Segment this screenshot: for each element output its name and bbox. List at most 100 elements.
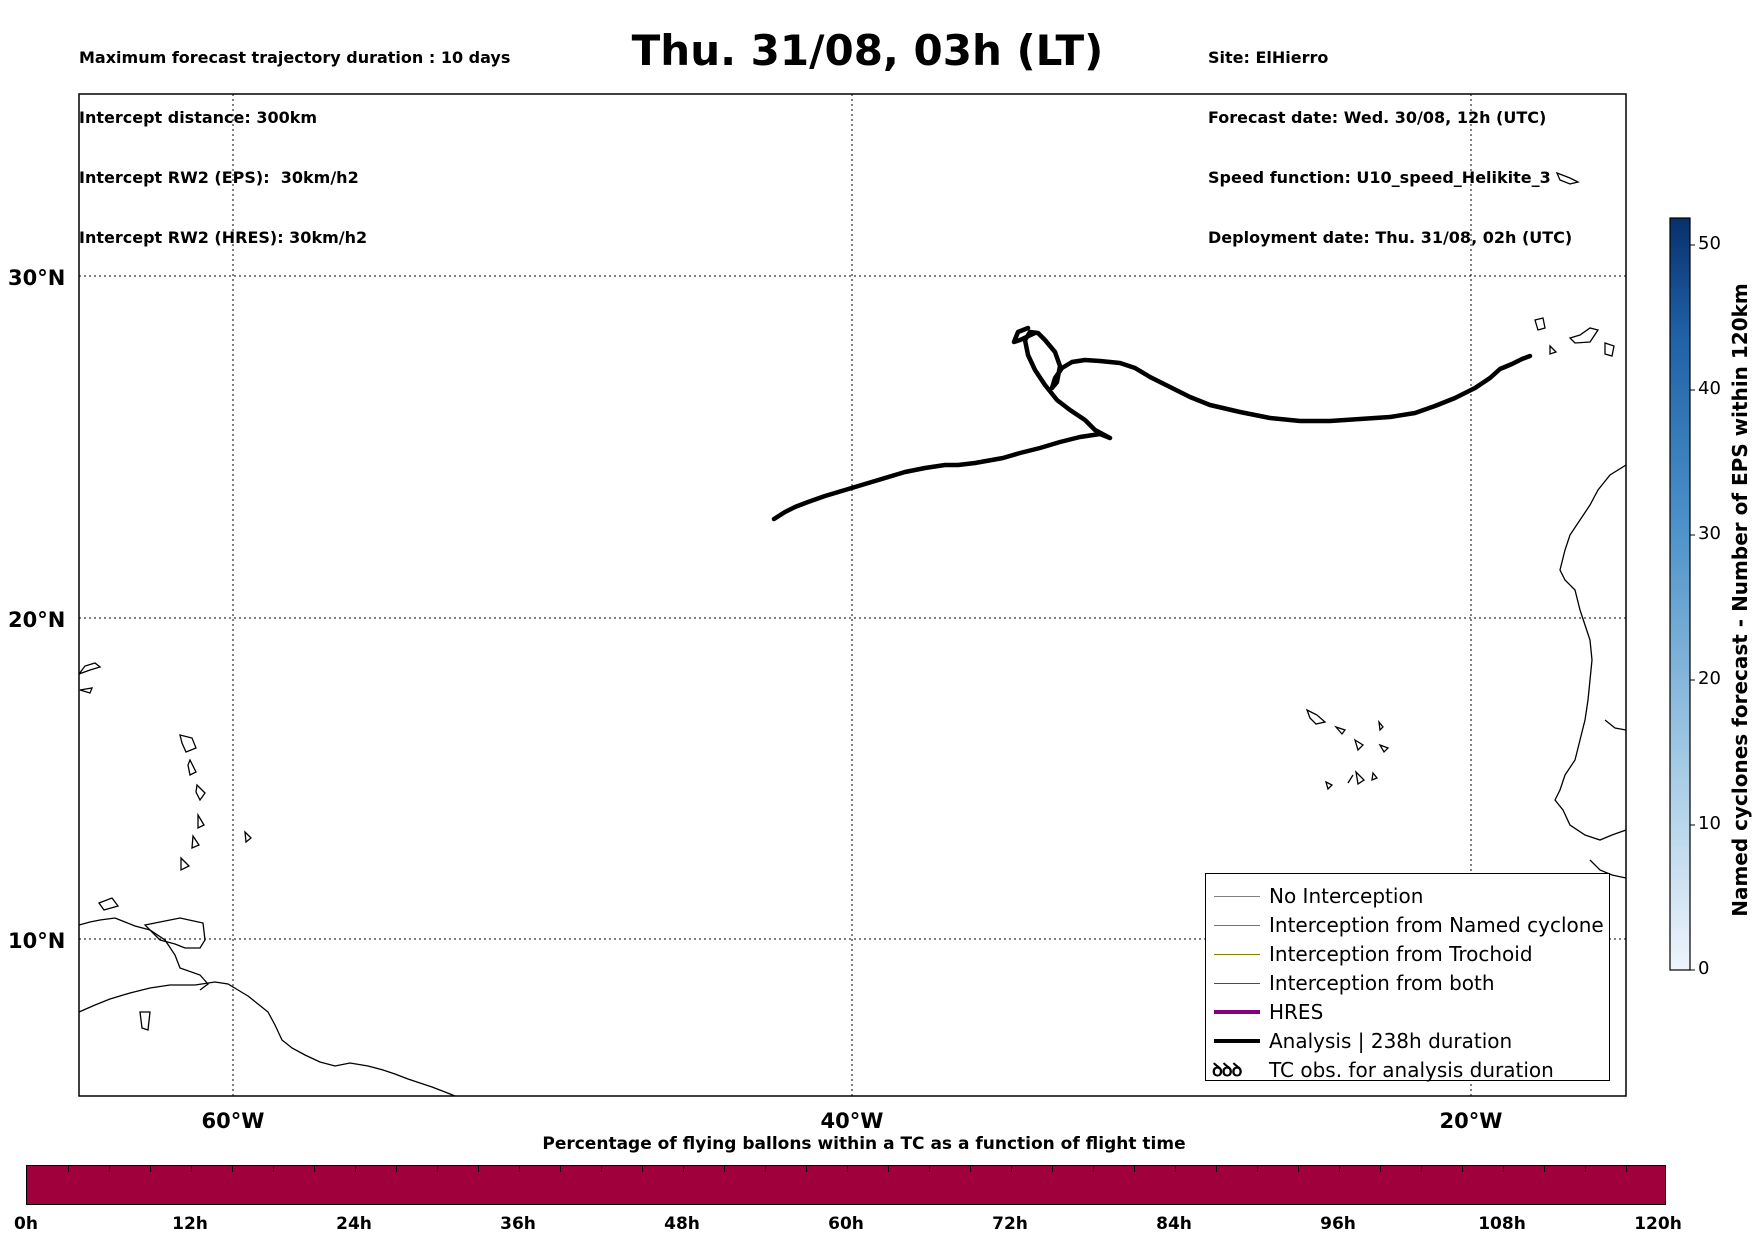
right-colorbar-label: Named cyclones forecast - Number of EPS … <box>1728 283 1752 917</box>
bottom-colorbar-tick <box>970 1166 971 1172</box>
bottom-colorbar-tick <box>1421 1166 1422 1172</box>
right-colorbar-fill <box>1669 217 1691 971</box>
bottom-colorbar-tick <box>847 1166 848 1172</box>
header-right-info: Site: ElHierro Forecast date: Wed. 30/08… <box>1208 8 1572 268</box>
coastline-venezuela-gulf <box>79 917 209 991</box>
page-title: Thu. 31/08, 03h (LT) <box>631 26 1104 75</box>
cb-tick-label-40: 40 <box>1698 378 1721 399</box>
bottom-tick-label: 72h <box>992 1214 1028 1234</box>
coastline-africa-coast2 <box>1589 859 1626 879</box>
coastline-cape-verde-9 <box>1347 774 1354 784</box>
coastline-antilles-2 <box>79 687 94 694</box>
coastline-canaries-1 <box>1534 317 1546 331</box>
coastline-antilles-3 <box>179 734 197 753</box>
legend-item-analysis: Analysis | 238h duration <box>1206 1027 1609 1055</box>
map-frame <box>78 93 1627 1097</box>
header-left-line: Intercept RW2 (HRES): 30km/h2 <box>79 228 368 247</box>
bottom-colorbar-tick <box>273 1166 274 1172</box>
bottom-colorbar-tick <box>478 1166 479 1172</box>
legend-swatch <box>1214 983 1260 984</box>
bottom-colorbar-tick <box>1011 1166 1012 1172</box>
legend-swatch <box>1214 1039 1260 1043</box>
bottom-colorbar-tick <box>724 1166 725 1172</box>
bottom-colorbar-tick <box>560 1166 561 1172</box>
bottom-colorbar-tick <box>642 1166 643 1172</box>
bottom-colorbar-tick <box>1257 1166 1258 1172</box>
legend-label: Analysis | 238h duration <box>1269 1029 1513 1053</box>
header-right-line: Forecast date: Wed. 30/08, 12h (UTC) <box>1208 108 1547 127</box>
bottom-colorbar <box>26 1165 1666 1205</box>
bottom-tick-label: 12h <box>172 1214 208 1234</box>
coastline-cape-verde-6 <box>1324 780 1334 791</box>
bottom-colorbar-tick <box>314 1166 315 1172</box>
coastline-antilles-9 <box>97 897 120 911</box>
bottom-colorbar-tick <box>519 1166 520 1172</box>
coastline-cape-verde-5 <box>1378 743 1390 754</box>
bottom-tick-label: 84h <box>1156 1214 1192 1234</box>
bottom-colorbar-tick <box>191 1166 192 1172</box>
coastline-antilles-11 <box>244 830 252 844</box>
bottom-colorbar-tick <box>888 1166 889 1172</box>
bottom-colorbar-tick <box>1585 1166 1586 1172</box>
legend-item-no-interception: No Interception <box>1206 882 1609 910</box>
coastline-canaries-3 <box>1604 342 1615 357</box>
legend-swatch <box>1214 1010 1260 1014</box>
coastline-cape-verde-7 <box>1355 770 1366 786</box>
bottom-tick-label: 36h <box>500 1214 536 1234</box>
lat-label-10: 10°N <box>8 929 65 953</box>
right-colorbar <box>1669 217 1695 971</box>
header-left-line: Intercept RW2 (EPS): 30km/h2 <box>79 168 359 187</box>
coastline-antilles-8 <box>180 856 191 872</box>
coastline-trinidad <box>143 917 206 949</box>
coastline-africa-coast3 <box>1604 719 1626 731</box>
coastline-cape-verde-3 <box>1353 738 1365 752</box>
lat-label-20: 20°N <box>8 608 65 632</box>
bottom-colorbar-tick <box>601 1166 602 1172</box>
bottom-tick-label: 108h <box>1478 1214 1526 1234</box>
legend-label: No Interception <box>1269 884 1424 908</box>
bottom-colorbar-tick <box>1380 1166 1381 1172</box>
bottom-colorbar-tick <box>1503 1166 1504 1172</box>
bottom-tick-label: 24h <box>336 1214 372 1234</box>
lat-label-30: 30°N <box>8 266 65 290</box>
bottom-colorbar-tick <box>765 1166 766 1172</box>
bottom-colorbar-tick <box>1462 1166 1463 1172</box>
legend-swatch <box>1214 954 1260 955</box>
legend-swatch <box>1214 925 1260 926</box>
header-left-line: Maximum forecast trajectory duration : 1… <box>79 48 511 67</box>
legend: No Interception Interception from Named … <box>1205 873 1610 1082</box>
header-right-line: Deployment date: Thu. 31/08, 02h (UTC) <box>1208 228 1573 247</box>
coastline-antilles-7 <box>191 834 200 850</box>
bottom-colorbar-tick <box>1626 1166 1627 1172</box>
lon-label-40: 40°W <box>821 1109 884 1133</box>
bottom-colorbar-tick <box>232 1166 233 1172</box>
bottom-colorbar-tick <box>1298 1166 1299 1172</box>
bottom-tick-label: 96h <box>1320 1214 1356 1234</box>
bottom-tick-label: 0h <box>14 1214 38 1234</box>
lon-label-20: 20°W <box>1440 1109 1503 1133</box>
coastline-antilles-4 <box>187 758 197 776</box>
coastline-madeira <box>1555 171 1580 185</box>
bottom-colorbar-tick <box>1093 1166 1094 1172</box>
bottom-colorbar-tick <box>929 1166 930 1172</box>
legend-item-both: Interception from both <box>1206 969 1609 997</box>
coastline-cape-verde-2 <box>1333 725 1347 736</box>
bottom-tick-label: 120h <box>1634 1214 1682 1234</box>
lon-label-60: 60°W <box>202 1109 265 1133</box>
legend-item-hres: HRES <box>1206 998 1609 1026</box>
coastline-canaries-4 <box>1549 344 1558 355</box>
analysis-track[interactable] <box>771 325 1533 522</box>
header-right-line: Speed function: U10_speed_Helikite_3 <box>1208 168 1551 187</box>
bottom-colorbar-tick <box>437 1166 438 1172</box>
bottom-tick-label: 60h <box>828 1214 864 1234</box>
bottom-colorbar-tick <box>150 1166 151 1172</box>
bottom-colorbar-tick <box>683 1166 684 1172</box>
bottom-colorbar-tick <box>1544 1166 1545 1172</box>
coastline-antilles-6 <box>197 812 205 830</box>
coastline-antilles-5 <box>195 783 206 802</box>
header-left-line: Intercept distance: 300km <box>79 108 318 127</box>
coastline-cape-verde-4 <box>1378 719 1384 732</box>
bottom-colorbar-tick <box>1175 1166 1176 1172</box>
bottom-colorbar-tick <box>68 1166 69 1172</box>
